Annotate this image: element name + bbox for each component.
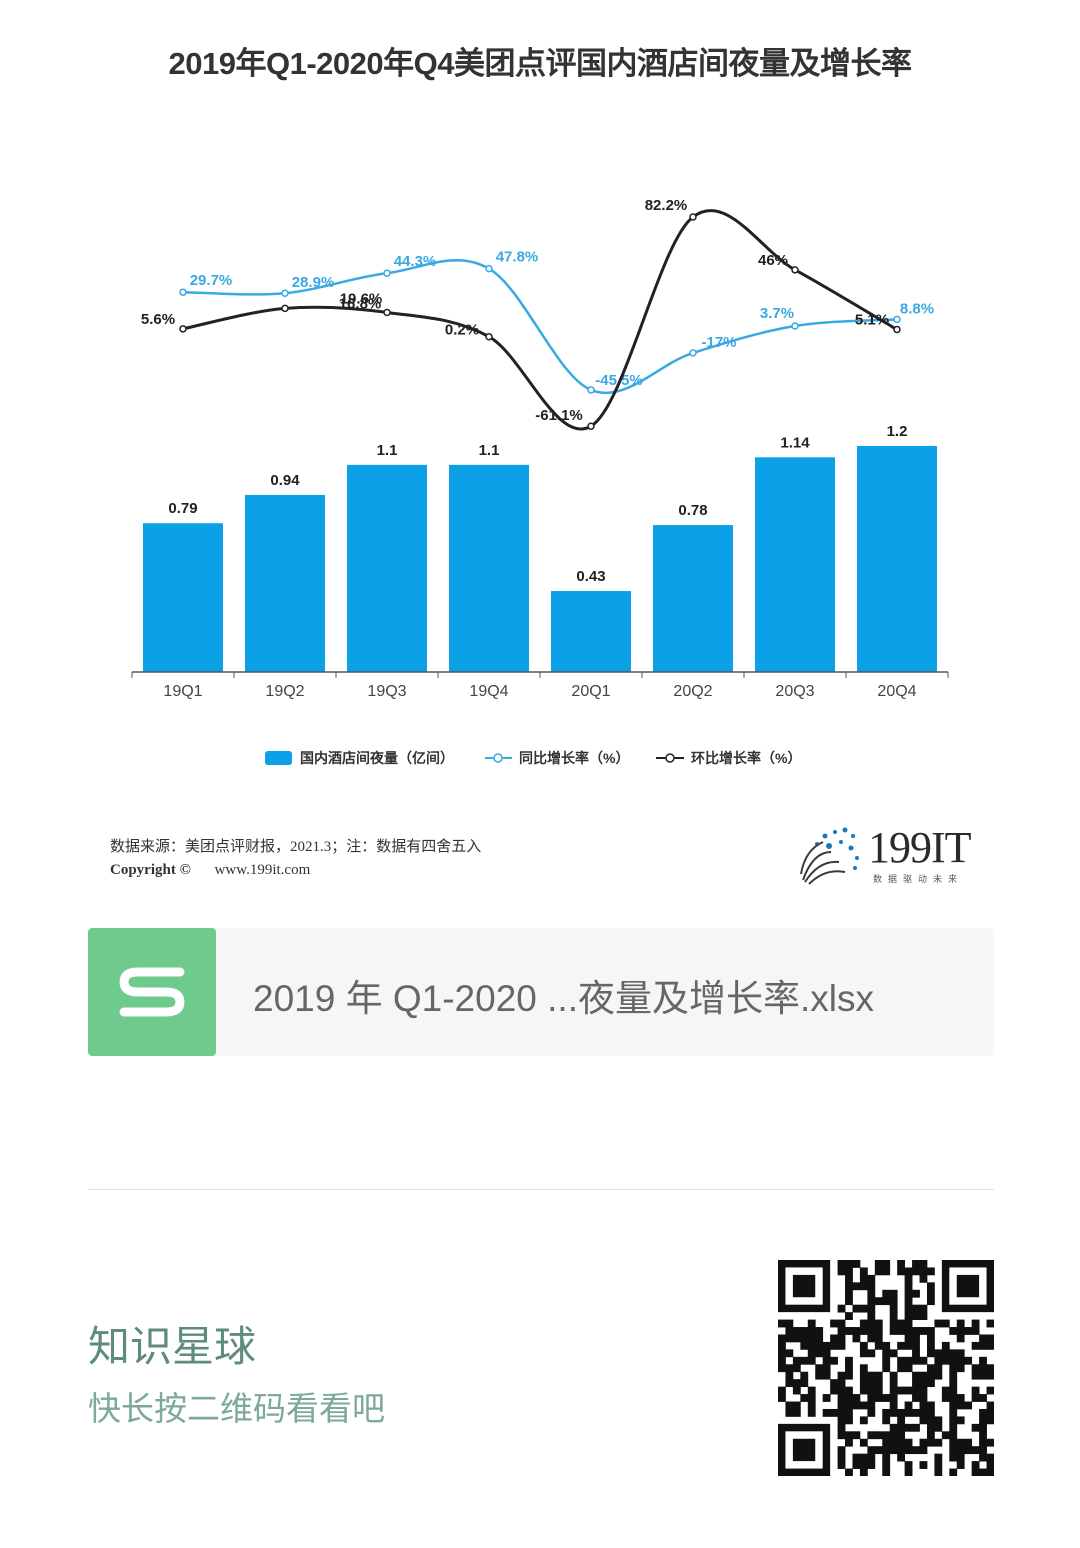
x-tick-label: 20Q1	[571, 683, 610, 700]
qoq-label: 82.2%	[645, 197, 688, 214]
qr-code-icon[interactable]	[778, 1260, 994, 1476]
bar-value-label: 1.1	[377, 442, 398, 459]
qoq-line	[182, 209, 898, 431]
bar-value-label: 0.43	[576, 568, 605, 585]
bar	[551, 591, 631, 672]
qoq-label: 5.1%	[855, 312, 889, 329]
divider	[88, 1189, 994, 1190]
legend-yoy-marker	[493, 753, 503, 763]
qoq-label: 16.8%	[339, 295, 382, 312]
legend-yoy-label: 同比增长率（%）	[519, 750, 629, 766]
yoy-point	[689, 349, 697, 357]
x-tick-label: 20Q2	[673, 683, 712, 700]
bar-value-label: 0.79	[168, 500, 197, 517]
yoy-label: 8.8%	[900, 300, 934, 317]
qoq-point	[281, 304, 289, 313]
bar	[143, 523, 223, 672]
yoy-point	[179, 288, 187, 296]
yoy-point	[383, 269, 391, 277]
bar	[653, 525, 733, 672]
logo-slogan: 数据驱动未来	[873, 874, 964, 884]
x-tick-label: 20Q3	[775, 683, 814, 700]
legend-bar-label: 国内酒店间夜量（亿间）	[300, 750, 454, 766]
x-tick-label: 19Q3	[367, 683, 406, 700]
qoq-point	[383, 308, 391, 317]
attachment-filename[interactable]: 2019 年 Q1-2020 ...夜量及增长率.xlsx	[253, 978, 874, 1019]
yoy-point	[281, 289, 289, 297]
yoy-label: 44.3%	[394, 253, 437, 270]
chart-plot: 0.79 0.94 1.1 1.1 0.43 0.78 1.14 1.2 19Q1 19Q2 19Q…	[131, 197, 949, 766]
qoq-point	[791, 266, 799, 274]
copyright-url[interactable]: www.199it.com	[214, 862, 311, 878]
legend-bar-swatch	[265, 751, 292, 765]
qoq-label: 0.2%	[445, 322, 479, 339]
bar	[449, 464, 529, 672]
bar-value-label: 0.78	[678, 502, 707, 519]
legend-qoq-marker	[665, 753, 675, 763]
promo-title: 知识星球	[88, 1323, 257, 1370]
copyright-row: Copyright © www.199it.com	[110, 862, 310, 879]
qoq-point	[689, 213, 697, 221]
qoq-point	[893, 325, 901, 334]
yoy-point	[791, 322, 799, 330]
yoy-label: 28.9%	[292, 274, 335, 291]
yoy-point	[893, 315, 901, 324]
yoy-label: 47.8%	[496, 249, 539, 266]
attachment-card[interactable]: 2019 年 Q1-2020 ...夜量及增长率.xlsx	[88, 928, 994, 1056]
s-file-icon	[88, 928, 216, 1056]
yoy-point	[485, 264, 493, 273]
qoq-point	[587, 422, 595, 430]
x-tick-label: 19Q1	[163, 683, 202, 700]
bar-value-label: 1.1	[479, 442, 500, 459]
yoy-label: 29.7%	[190, 272, 233, 289]
yoy-label: -17%	[701, 334, 736, 351]
bar	[245, 494, 325, 672]
x-tick-label: 19Q2	[265, 683, 304, 700]
qoq-label: -61.1%	[535, 407, 583, 424]
legend-qoq-label: 环比增长率（%）	[691, 750, 801, 766]
yoy-point	[587, 386, 595, 394]
qoq-label: 19.6%	[340, 290, 383, 307]
qoq-label: 5.6%	[141, 311, 175, 328]
bar	[347, 464, 427, 672]
logo-dots-icon	[800, 827, 859, 885]
source-note: 数据来源：美团点评财报，2021.3；注：数据有四舍五入	[110, 839, 482, 855]
x-tick-label: 20Q4	[877, 683, 916, 700]
bar	[755, 457, 835, 672]
x-tick-label: 19Q4	[469, 683, 508, 700]
promo-subtitle: 快长按二维码看看吧	[88, 1390, 385, 1427]
yoy-line	[182, 259, 898, 395]
bar-value-label: 0.94	[270, 472, 300, 489]
bar-value-label: 1.2	[887, 423, 908, 440]
chart-title: 2019年Q1-2020年Q4美团点评国内酒店间夜量及增长率	[168, 46, 912, 81]
yoy-label: 3.7%	[760, 305, 794, 322]
qoq-point	[485, 332, 493, 341]
bar-value-label: 1.14	[780, 434, 810, 451]
bar	[857, 446, 937, 672]
logo-text: 199IT	[868, 823, 972, 872]
copyright-label: Copyright ©	[110, 862, 191, 878]
qoq-point	[179, 325, 187, 333]
qoq-label: 46%	[758, 252, 788, 269]
